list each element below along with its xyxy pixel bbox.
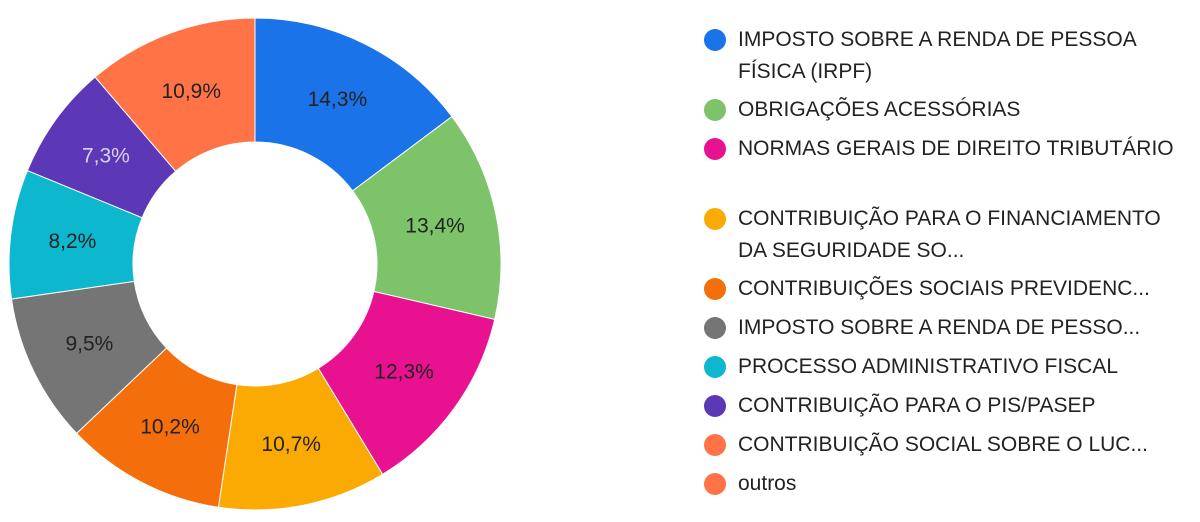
slice-value-label-1: 14,3% [308,88,368,111]
legend-item-4[interactable]: CONTRIBUIÇÃO PARA O FINANCIAMENTO DA SEG… [704,203,1174,267]
legend-item-2[interactable]: OBRIGAÇÕES ACESSÓRIAS [704,94,1174,129]
legend-label: OBRIGAÇÕES ACESSÓRIAS [738,98,1021,121]
donut-slice-9[interactable] [94,17,256,172]
donut-slice-3[interactable] [317,290,496,476]
legend-swatch-icon [704,434,726,456]
legend-swatch-icon [704,473,726,495]
slice-value-label-5: 10,2% [140,416,200,439]
chart-legend: IMPOSTO SOBRE A RENDA DE PESSOA FÍSICA (… [704,24,1174,507]
legend-item-5[interactable]: CONTRIBUIÇÕES SOCIAIS PREVIDENC... [704,273,1174,308]
donut-slice-1[interactable] [254,17,453,192]
slice-value-label-4: 10,7% [261,433,321,456]
donut-slice-2[interactable] [351,115,502,321]
legend-item-6[interactable]: IMPOSTO SOBRE A RENDA DE PESSO... [704,312,1174,347]
legend-swatch-icon [704,317,726,339]
legend-swatch-icon [704,99,726,121]
legend-item-8[interactable]: CONTRIBUIÇÃO PARA O PIS/PASEP [704,390,1174,425]
legend-label: CONTRIBUIÇÃO PARA O FINANCIAMENTO DA SEG… [738,207,1161,262]
legend-label: IMPOSTO SOBRE A RENDA DE PESSOA FÍSICA (… [738,28,1136,83]
slice-value-label-3: 12,3% [374,360,434,383]
legend-label: IMPOSTO SOBRE A RENDA DE PESSO... [738,316,1141,339]
legend-item-1[interactable]: IMPOSTO SOBRE A RENDA DE PESSOA FÍSICA (… [704,24,1174,88]
slice-value-label-7: 8,2% [48,230,96,253]
slice-value-label-9: 10,9% [161,80,221,103]
slice-value-label-2: 13,4% [405,215,465,238]
donut-chart: 14,3% 13,4% 12,3% 10,7% 10,2% 9,5% 8,2% 7,3% 10,… [8,17,502,511]
legend-swatch-icon [704,356,726,378]
legend-item-9[interactable]: CONTRIBUIÇÃO SOCIAL SOBRE O LUC... [704,429,1174,464]
legend-label: NORMAS GERAIS DE DIREITO TRIBUTÁRIO [738,137,1174,160]
legend-item-7[interactable]: PROCESSO ADMINISTRATIVO FISCAL [704,351,1174,386]
legend-label: CONTRIBUIÇÕES SOCIAIS PREVIDENC... [738,277,1150,300]
legend-label: CONTRIBUIÇÃO PARA O PIS/PASEP [738,394,1096,417]
legend-swatch-icon [704,395,726,417]
slice-value-label-6: 9,5% [65,333,113,356]
legend-label: PROCESSO ADMINISTRATIVO FISCAL [738,355,1119,378]
legend-item-3[interactable]: NORMAS GERAIS DE DIREITO TRIBUTÁRIO [704,133,1174,197]
legend-swatch-icon [704,278,726,300]
legend-swatch-icon [704,29,726,51]
legend-label: outros [738,472,797,495]
legend-label: CONTRIBUIÇÃO SOCIAL SOBRE O LUC... [738,433,1148,456]
slice-value-label-8: 7,3% [82,145,130,168]
legend-swatch-icon [704,208,726,230]
legend-swatch-icon [704,138,726,160]
legend-item-10[interactable]: outros [704,468,1174,503]
